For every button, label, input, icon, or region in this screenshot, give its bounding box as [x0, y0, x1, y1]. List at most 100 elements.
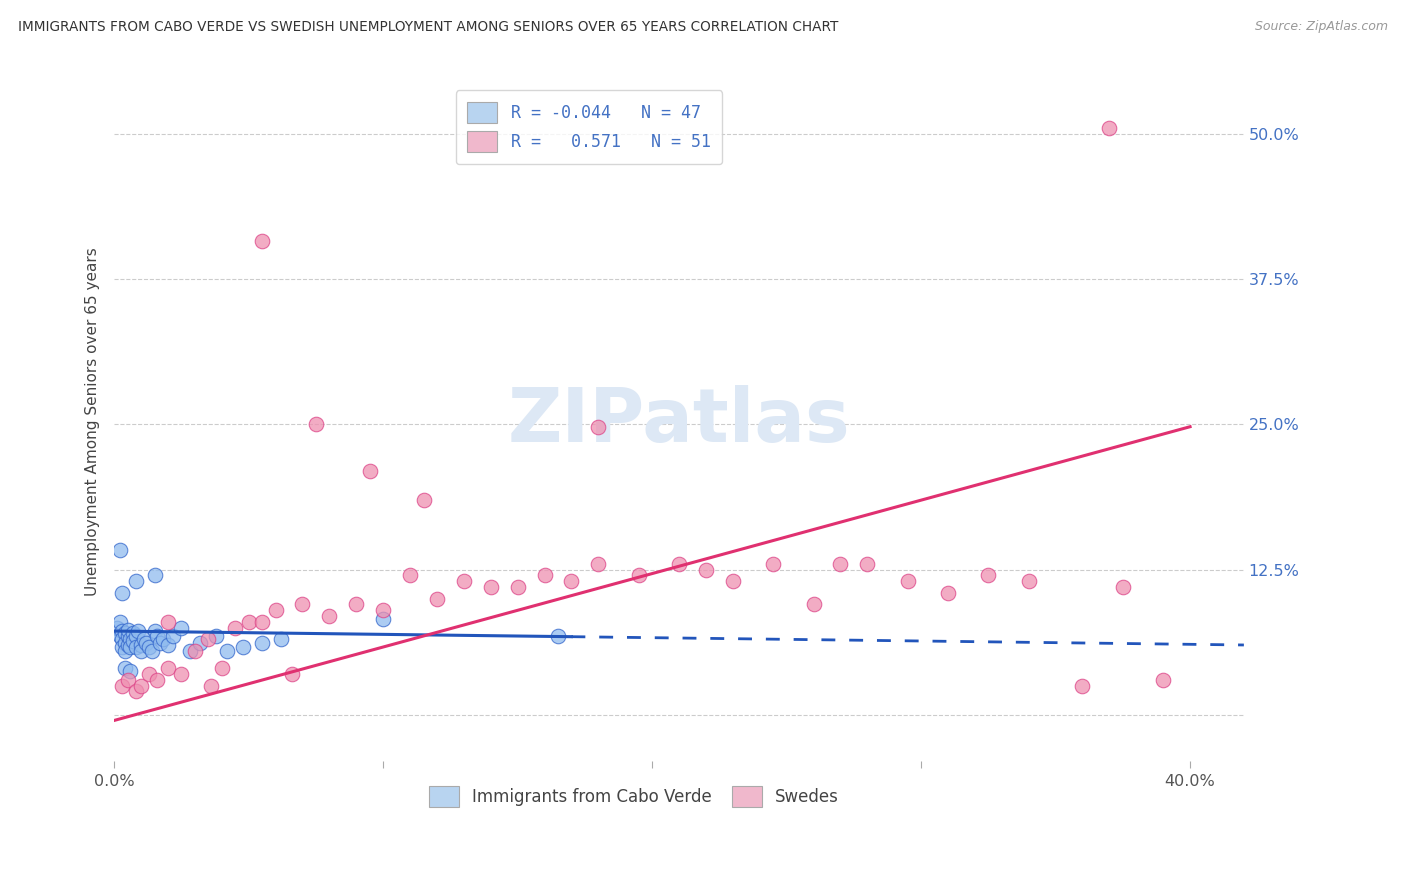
Point — [250, 234, 273, 248]
Point — [114, 626, 136, 640]
Point — [125, 629, 148, 643]
Point — [129, 679, 152, 693]
Point — [627, 568, 650, 582]
Point — [250, 635, 273, 649]
Point — [936, 586, 959, 600]
Point — [399, 568, 422, 582]
Point — [170, 621, 193, 635]
Point — [138, 640, 160, 655]
Point — [143, 568, 166, 582]
Point — [205, 629, 228, 643]
Point — [238, 615, 260, 629]
Point — [143, 624, 166, 638]
Point — [412, 492, 434, 507]
Point — [270, 632, 292, 647]
Point — [129, 644, 152, 658]
Point — [506, 580, 529, 594]
Point — [141, 644, 163, 658]
Point — [830, 557, 852, 571]
Point — [122, 634, 145, 648]
Point — [114, 644, 136, 658]
Point — [129, 638, 152, 652]
Point — [344, 598, 367, 612]
Point — [114, 635, 136, 649]
Point — [105, 621, 128, 635]
Point — [897, 574, 920, 588]
Point — [111, 632, 134, 647]
Point — [108, 615, 131, 629]
Point — [117, 673, 139, 687]
Point — [156, 661, 179, 675]
Point — [1112, 580, 1135, 594]
Point — [120, 632, 142, 647]
Point — [184, 644, 207, 658]
Point — [146, 673, 169, 687]
Point — [111, 586, 134, 600]
Point — [138, 667, 160, 681]
Point — [1098, 121, 1121, 136]
Point — [108, 629, 131, 643]
Point — [721, 574, 744, 588]
Point — [291, 598, 314, 612]
Point — [280, 667, 302, 681]
Point — [156, 615, 179, 629]
Point — [108, 542, 131, 557]
Point — [318, 609, 340, 624]
Point — [250, 615, 273, 629]
Point — [200, 679, 222, 693]
Point — [170, 667, 193, 681]
Point — [359, 464, 381, 478]
Point — [146, 629, 169, 643]
Point — [977, 568, 1000, 582]
Point — [588, 419, 610, 434]
Point — [264, 603, 287, 617]
Point — [120, 640, 142, 655]
Point — [132, 632, 155, 647]
Text: IMMIGRANTS FROM CABO VERDE VS SWEDISH UNEMPLOYMENT AMONG SENIORS OVER 65 YEARS C: IMMIGRANTS FROM CABO VERDE VS SWEDISH UN… — [18, 20, 838, 34]
Point — [453, 574, 475, 588]
Point — [179, 644, 201, 658]
Point — [117, 629, 139, 643]
Point — [224, 621, 246, 635]
Point — [111, 624, 134, 638]
Point — [149, 635, 172, 649]
Point — [114, 661, 136, 675]
Point — [479, 580, 502, 594]
Point — [762, 557, 785, 571]
Point — [156, 638, 179, 652]
Point — [1152, 673, 1174, 687]
Text: ZIPatlas: ZIPatlas — [508, 385, 851, 458]
Point — [533, 568, 555, 582]
Point — [120, 664, 142, 678]
Point — [125, 640, 148, 655]
Point — [117, 638, 139, 652]
Point — [111, 640, 134, 655]
Point — [162, 629, 184, 643]
Point — [217, 644, 239, 658]
Point — [232, 640, 254, 655]
Point — [1071, 679, 1094, 693]
Point — [188, 635, 211, 649]
Point — [135, 635, 157, 649]
Point — [547, 629, 569, 643]
Point — [305, 417, 328, 432]
Point — [588, 557, 610, 571]
Text: Source: ZipAtlas.com: Source: ZipAtlas.com — [1254, 20, 1388, 33]
Point — [373, 612, 395, 626]
Point — [803, 598, 825, 612]
Legend: Immigrants from Cabo Verde, Swedes: Immigrants from Cabo Verde, Swedes — [422, 779, 845, 814]
Point — [373, 603, 395, 617]
Point — [197, 632, 219, 647]
Point — [695, 562, 717, 576]
Point — [426, 591, 449, 606]
Point — [117, 623, 139, 637]
Point — [211, 661, 233, 675]
Point — [668, 557, 690, 571]
Point — [856, 557, 879, 571]
Point — [127, 624, 149, 638]
Y-axis label: Unemployment Among Seniors over 65 years: Unemployment Among Seniors over 65 years — [86, 247, 100, 596]
Point — [125, 574, 148, 588]
Point — [1018, 574, 1040, 588]
Point — [122, 626, 145, 640]
Point — [125, 684, 148, 698]
